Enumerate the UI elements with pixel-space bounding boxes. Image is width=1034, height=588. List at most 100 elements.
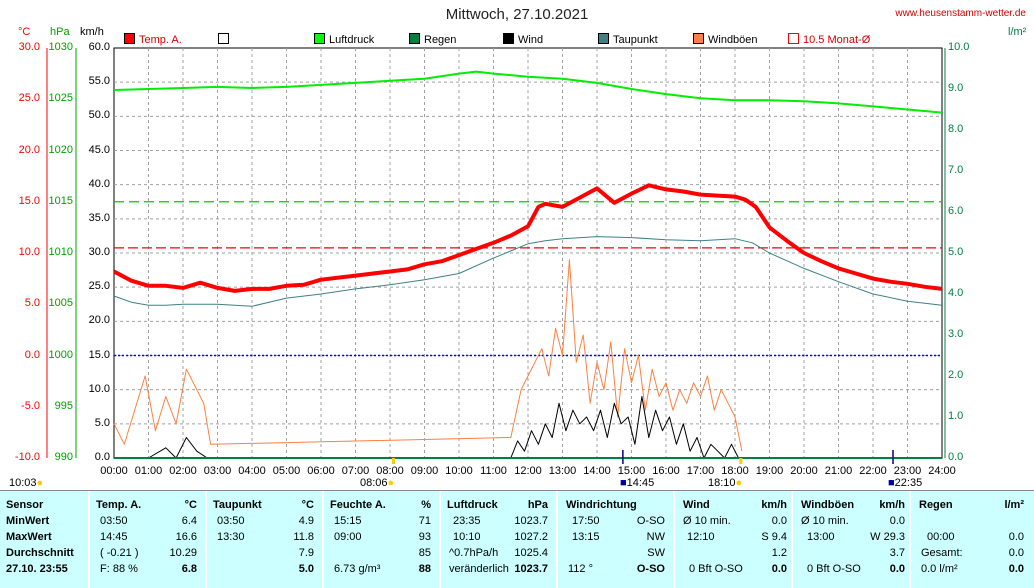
pressure-tick-4: 1010 [48,246,73,258]
series-temp-a [113,183,943,293]
humidity-min-time: 15:15 [334,515,362,527]
wind-unit-label: km/h [80,26,104,38]
legend-item-3: Regen [409,33,456,46]
gust-max: W 29.3 [870,531,905,543]
humidity-current-note: 6.73 g/m³ [334,563,381,575]
temp-current: 6.8 [181,563,197,575]
hour-tick-11: 11:00 [480,465,507,477]
rain-total-label: Gesamt: [921,547,963,559]
wind-tick-7: 25.0 [88,280,110,293]
hour-tick-20: 20:00 [790,465,818,477]
temp-unit-label: °C [18,26,31,38]
hour-tick-5: 05:00 [272,465,301,477]
pressure-tick-6: 1000 [48,348,73,361]
hour-tick-17: 17:00 [686,465,715,477]
wind-current: 0.0 [771,563,787,575]
hour-tick-10: 10:00 [445,465,473,477]
hour-tick-15: 15:00 [617,465,646,477]
rain-tick-5: 5.0 [948,246,964,258]
legend-item-6: Windböen [693,33,758,46]
temp-tick-4: 10.0 [18,246,40,258]
temp-tick-7: -5.0 [21,399,40,412]
rain-tick-4: 6.0 [948,205,964,217]
wind-tick-9: 15.0 [88,348,110,361]
hour-tick-7: 07:00 [341,465,370,477]
humidity-avg: 85 [418,547,431,559]
dew-min-time: 03:50 [217,515,245,527]
legend-swatch-4 [503,33,514,44]
rain-tick-1: 9.0 [948,82,964,94]
hour-tick-13: 13:00 [548,465,577,477]
temp-tick-6: 0.0 [24,348,40,361]
legend-label-7: 10.5 Monat-Ø [803,34,871,46]
temp-max: 16.6 [175,531,197,543]
weather-chart [46,47,946,464]
sunrise-time: 08:06● [360,477,395,489]
rain-unit-label: l/m² [1008,26,1027,38]
row-label-avg: Durchschnitt [6,547,74,559]
wind-tick-12: 0.0 [94,451,110,463]
rain-current: 0.0 [1008,563,1024,575]
wind-title: Wind [683,499,710,511]
rain-tick-2: 8.0 [948,123,964,135]
wind-max-time: 12:10 [687,531,715,543]
rain-tick-10: 0.0 [948,451,964,463]
rain-column: Regen l/m² 00:00 0.0 Gesamt: 0.0 0.0 l/m… [911,491,1034,588]
pressure-tick-8: 990 [54,451,73,463]
wind-avg: 1.2 [771,547,787,559]
dew-min: 4.9 [298,515,314,527]
gust-title: Windböen [801,499,855,511]
pressure-forecast: veränderlich [449,563,509,575]
legend-label-6: Windböen [708,34,758,46]
legend-swatch-2 [314,33,325,44]
legend-swatch-7 [788,33,799,44]
wind-tick-3: 45.0 [88,143,110,156]
row-label-min: MinWert [6,515,50,527]
pressure-min: 1023.7 [514,515,548,527]
pressure-avg: 1025.4 [514,547,548,559]
wind-min-time: Ø 10 min. [683,515,731,527]
rain-total: 0.0 [1008,547,1024,559]
site-link[interactable]: www.heusenstamm-wetter.de [895,8,1026,19]
rain-tick-6: 4.0 [948,287,964,299]
left-time: 10:03● [9,477,44,489]
wind-tick-1: 55.0 [88,75,110,88]
pressure-tick-5: 1005 [48,297,73,310]
legend-label-5: Taupunkt [613,34,658,46]
legend-item-4: Wind [503,33,543,46]
row-label-current: 27.10. 23:55 [6,563,68,575]
wind-direction-title: Windrichtung [566,499,637,511]
hour-tick-1: 01:00 [134,465,163,477]
legend-item-1 [218,33,233,46]
legend-label-3: Regen [424,34,457,46]
wind-direction-max-time: 13:15 [572,531,600,543]
rain-tick-3: 7.0 [948,164,964,176]
pressure-unit: hPa [527,499,548,511]
dew-column: Taupunkt °C 03:50 4.9 13:30 11.8 7.9 5.0 [207,491,324,588]
pressure-max-time: 10:10 [453,531,481,543]
wind-direction-current: O-SO [636,563,665,575]
temp-tick-2: 20.0 [18,143,40,156]
legend-swatch-0 [124,33,135,44]
pressure-unit-label: hPa [50,26,70,38]
legend-swatch-3 [409,33,420,44]
dew-max-time: 13:30 [217,531,245,543]
pressure-current: 1023.7 [514,563,548,575]
gust-current: 0.0 [889,563,905,575]
temp-current-note: F: 88 % [100,563,138,575]
temp-min-time: 03:50 [100,515,128,527]
pressure-tick-2: 1020 [48,143,73,156]
legend-item-2: Luftdruck [314,33,374,46]
wind-tick-11: 5.0 [94,416,110,429]
rain-tick-8: 2.0 [948,369,964,381]
series-windb-en [113,259,743,452]
dew-current: 5.0 [298,563,314,575]
wind-direction-min: O-SO [636,515,665,527]
pressure-column: Luftdruck hPa 23:35 1023.7 10:10 1027.2 … [441,491,558,588]
wind-column: Wind km/h Ø 10 min. 0.0 12:10 S 9.4 1.2 … [675,491,793,588]
pressure-trend: ^0.7hPa/h [449,547,499,559]
hour-tick-2: 02:00 [169,465,197,477]
temp-tick-0: 30.0 [18,41,40,53]
wind-tick-8: 20.0 [88,314,110,327]
dew-title: Taupunkt [213,499,262,511]
